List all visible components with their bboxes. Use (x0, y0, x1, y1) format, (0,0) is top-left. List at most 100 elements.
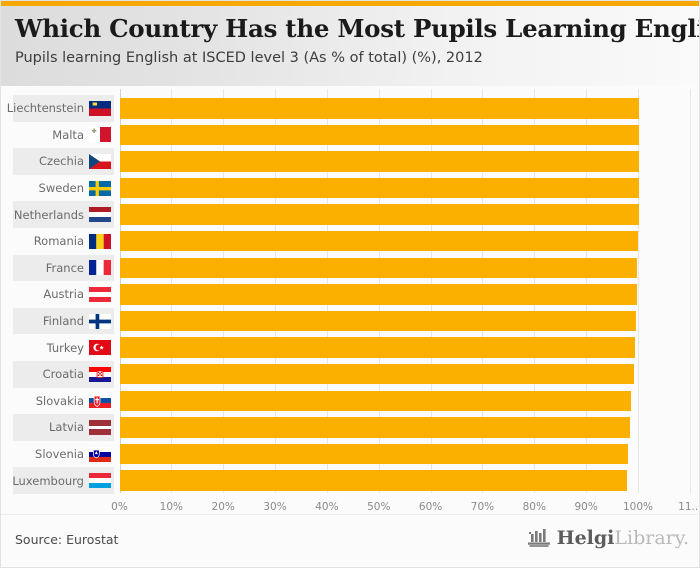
flag-austria (89, 286, 111, 302)
flag-luxembourg (89, 473, 111, 489)
x-axis-tick-label: 10% (159, 501, 184, 513)
country-label: Finland (42, 314, 84, 329)
bar[interactable] (120, 470, 628, 491)
row-label-cell: Finland (13, 307, 114, 335)
helgi-library-wordmark: HelgiLibrary. (557, 527, 689, 549)
bar[interactable] (120, 284, 637, 305)
flag-liechtenstein (89, 100, 111, 116)
flag-turkey (89, 340, 111, 356)
row-label-cell: Liechtenstein (7, 95, 114, 122)
x-axis-tick-label: 70% (470, 501, 495, 513)
flag-france (89, 260, 111, 276)
flag-netherlands (89, 207, 111, 223)
chart-title: Which Country Has the Most Pupils Learni… (15, 14, 700, 43)
flag-slovenia (89, 446, 111, 462)
flag-turkey (89, 340, 111, 356)
bar[interactable] (120, 337, 636, 358)
helgi-library-logo-icon (527, 529, 550, 547)
bar[interactable] (120, 310, 637, 332)
bar[interactable] (120, 98, 639, 119)
flag-czechia (89, 153, 111, 169)
country-label: Sweden (38, 181, 84, 196)
country-label: Netherlands (13, 207, 84, 222)
row-label-cell: Malta (13, 122, 114, 149)
flag-malta (89, 127, 111, 143)
x-axis-tick-label: 20% (211, 501, 235, 513)
logo-secondary-text: Library (614, 527, 683, 549)
bar[interactable] (120, 124, 639, 146)
x-axis: 0% 10% 20% 30% 40% 50% 60% 70% 80% 90% 100% 11... (1, 493, 699, 517)
country-label: Luxembourg (12, 473, 84, 488)
flag-liechtenstein (89, 100, 111, 116)
bar-row: Netherlands (1, 201, 699, 228)
row-label-cell: Latvia (13, 414, 114, 441)
flag-france (89, 260, 111, 276)
plot-area: Liechtenstein Malta Czechia Sweden Netherlan… (1, 89, 699, 501)
row-label-cell: Slovakia (13, 388, 114, 415)
flag-netherlands (89, 207, 111, 223)
country-label: Croatia (42, 367, 84, 382)
bar[interactable] (120, 363, 635, 385)
bar-row: Turkey (1, 334, 699, 361)
country-label: France (45, 260, 84, 275)
x-axis-tick-label: 80% (522, 501, 546, 513)
flag-slovenia (89, 446, 111, 462)
x-axis-tick-label: 90% (574, 501, 598, 513)
flag-slovakia (89, 393, 111, 409)
flag-slovakia (89, 393, 111, 409)
row-label-cell: Sweden (13, 175, 114, 202)
flag-croatia (89, 366, 111, 382)
row-label-cell: Czechia (13, 148, 114, 175)
bar-row: Finland (1, 307, 699, 335)
bar-row: Liechtenstein (1, 95, 699, 122)
bar-row: Slovakia (1, 388, 699, 415)
bar[interactable] (120, 177, 639, 199)
row-label-cell: Luxembourg (12, 467, 114, 494)
country-label: Slovakia (35, 393, 84, 408)
bar-row: Slovenia (1, 441, 699, 468)
bar-row: Sweden (1, 175, 699, 202)
flag-finland (89, 313, 111, 329)
bar[interactable] (120, 443, 629, 465)
bar-row: Czechia (1, 148, 699, 175)
country-label: Slovenia (35, 447, 84, 462)
country-label: Liechtenstein (6, 101, 84, 116)
x-axis-tick-label: 0% (111, 501, 128, 513)
bar[interactable] (120, 417, 630, 438)
source-label: Source: Eurostat (15, 532, 119, 547)
bar-row: Malta (1, 122, 699, 149)
x-axis-tick-label: 100% (622, 501, 654, 513)
flag-latvia (89, 419, 111, 435)
row-label-cell: Turkey (13, 334, 114, 361)
row-label-cell: Croatia (13, 360, 114, 388)
country-label: Romania (33, 234, 84, 249)
row-label-cell: France (13, 254, 114, 282)
bar[interactable] (120, 204, 639, 225)
chart-footer: Source: Eurostat HelgiLibrary. (1, 514, 699, 567)
x-axis-tick-label: 50% (367, 501, 391, 513)
bar-row: Croatia (1, 360, 699, 388)
bar-row: Austria (1, 281, 699, 308)
helgi-library-logo[interactable]: HelgiLibrary. (526, 527, 689, 549)
x-axis-tick-label: 30% (263, 501, 287, 513)
bar[interactable] (120, 390, 631, 412)
country-label: Czechia (39, 154, 84, 169)
logo-dot: . (682, 527, 689, 549)
x-axis-tick-label: 60% (418, 501, 443, 513)
country-label: Malta (52, 127, 84, 142)
logo-primary-text: Helgi (556, 527, 615, 549)
row-label-cell: Romania (13, 228, 114, 255)
flag-croatia (89, 366, 111, 382)
bar[interactable] (120, 257, 638, 279)
bar-rows: Liechtenstein Malta Czechia Sweden Netherlan… (1, 95, 699, 494)
flag-austria (89, 286, 111, 302)
row-label-cell: Austria (13, 281, 114, 308)
flag-latvia (89, 419, 111, 435)
bar-row: Latvia (1, 414, 699, 441)
top-accent-bar (1, 1, 699, 6)
flag-sweden (89, 180, 111, 196)
bar[interactable] (120, 230, 638, 252)
country-label: Latvia (48, 420, 84, 435)
bar[interactable] (120, 151, 639, 172)
